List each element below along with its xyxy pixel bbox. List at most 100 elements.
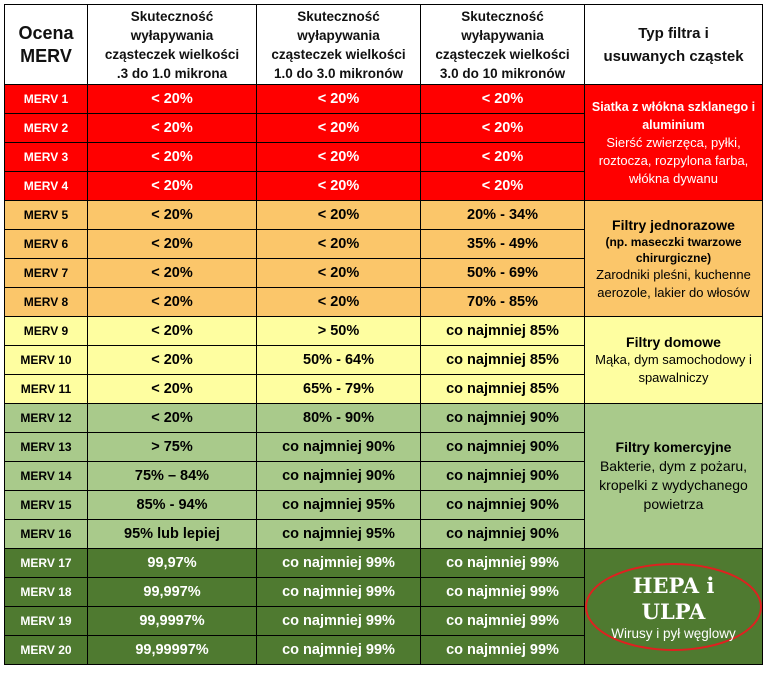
efficiency-cell-e1: 99,9997%	[87, 606, 257, 636]
efficiency-cell-e3: co najmniej 90%	[420, 461, 585, 491]
rating-cell: MERV 15	[4, 490, 88, 520]
header-range-10-30: Skuteczność wyłapywania cząsteczek wielkoś…	[256, 4, 421, 85]
efficiency-cell-e1: < 20%	[87, 171, 257, 201]
rating-cell: MERV 20	[4, 635, 88, 665]
rating-cell: MERV 12	[4, 403, 88, 433]
filter-type-group-5: HEPA i ULPA Wirusy i pył węglowy	[584, 548, 763, 665]
filter-type-group-1: Siatka z włókna szklanego i aluminium Si…	[584, 84, 763, 201]
efficiency-cell-e2: < 20%	[256, 84, 421, 114]
efficiency-cell-e2: < 20%	[256, 200, 421, 230]
header-filter-type: Typ filtra i usuwanych cząstek	[584, 4, 763, 85]
efficiency-cell-e3: < 20%	[420, 142, 585, 172]
filter-type-group-2: Filtry jednorazowe (np. maseczki twarzow…	[584, 200, 763, 317]
efficiency-cell-e2: < 20%	[256, 287, 421, 317]
table-row: MERV 16 95% lub lepiej co najmniej 95% c…	[4, 519, 763, 549]
header-range-03-10: Skuteczność wyłapywania cząsteczek wielkoś…	[87, 4, 257, 85]
header-rating-text: Ocena MERV	[18, 22, 74, 66]
efficiency-cell-e3: 20% - 34%	[420, 200, 585, 230]
efficiency-cell-e3: co najmniej 99%	[420, 577, 585, 607]
filter-type-text: Bakterie, dym z pożaru, kropelki z wydyc…	[599, 458, 748, 512]
header-row: Ocena MERV Skuteczność wyłapywania cząstecz…	[4, 4, 763, 85]
efficiency-cell-e1: < 20%	[87, 287, 257, 317]
rating-cell: MERV 8	[4, 287, 88, 317]
rating-cell: MERV 10	[4, 345, 88, 375]
efficiency-cell-e3: co najmniej 85%	[420, 374, 585, 404]
efficiency-cell-e2: 50% - 64%	[256, 345, 421, 375]
efficiency-cell-e1: < 20%	[87, 229, 257, 259]
table-row: MERV 8 < 20% < 20% 70% - 85%	[4, 287, 763, 317]
table-row: MERV 17 99,97% co najmniej 99% co najmni…	[4, 548, 763, 665]
efficiency-cell-e3: co najmniej 85%	[420, 345, 585, 375]
table-row: MERV 20 99,99997% co najmniej 99% co naj…	[4, 635, 763, 665]
filter-type-title: Siatka z włókna szklanego i aluminium	[591, 99, 756, 132]
filter-type-text: Zarodniki pleśni, kuchenne aerozole, lak…	[596, 266, 751, 300]
header-range-30-10-text: Skuteczność wyłapywania cząsteczek wielkoś…	[435, 8, 570, 81]
efficiency-cell-e3: co najmniej 99%	[420, 635, 585, 665]
efficiency-cell-e3: co najmniej 90%	[420, 519, 585, 549]
rating-cell: MERV 9	[4, 316, 88, 346]
efficiency-cell-e3: co najmniej 90%	[420, 403, 585, 433]
table-row: MERV 1 < 20% < 20% < 20% Siatka z włókna…	[4, 84, 763, 201]
efficiency-cell-e2: < 20%	[256, 171, 421, 201]
efficiency-cell-e1: > 75%	[87, 432, 257, 462]
rating-cell: MERV 19	[4, 606, 88, 636]
rating-cell: MERV 17	[4, 548, 88, 578]
header-rating: Ocena MERV	[4, 4, 88, 85]
efficiency-cell-e3: < 20%	[420, 171, 585, 201]
efficiency-cell-e1: < 20%	[87, 374, 257, 404]
efficiency-cell-e3: 35% - 49%	[420, 229, 585, 259]
rating-cell: MERV 3	[4, 142, 88, 172]
efficiency-cell-e1: 99,99997%	[87, 635, 257, 665]
efficiency-cell-e2: co najmniej 90%	[256, 461, 421, 491]
filter-type-title: Filtry jednorazowe	[612, 216, 735, 233]
efficiency-cell-e1: < 20%	[87, 200, 257, 230]
table-row: MERV 6 < 20% < 20% 35% - 49%	[4, 229, 763, 259]
efficiency-cell-e1: < 20%	[87, 113, 257, 143]
table-row: MERV 9 < 20% > 50% co najmniej 85% Filtr…	[4, 316, 763, 404]
efficiency-cell-e3: co najmniej 99%	[420, 548, 585, 578]
efficiency-cell-e1: 75% – 84%	[87, 461, 257, 491]
header-range-03-10-text: Skuteczność wyłapywania cząsteczek wielkoś…	[104, 8, 240, 81]
efficiency-cell-e2: co najmniej 90%	[256, 432, 421, 462]
header-filter-type-text: Typ filtra i usuwanych cząstek	[603, 24, 744, 65]
efficiency-cell-e1: 99,97%	[87, 548, 257, 578]
table-row: MERV 3 < 20% < 20% < 20%	[4, 142, 763, 172]
efficiency-cell-e2: < 20%	[256, 142, 421, 172]
rating-cell: MERV 18	[4, 577, 88, 607]
table-row: MERV 5 < 20% < 20% 20% - 34% Filtry jedn…	[4, 200, 763, 317]
efficiency-cell-e1: < 20%	[87, 403, 257, 433]
efficiency-cell-e1: < 20%	[87, 345, 257, 375]
efficiency-cell-e2: co najmniej 99%	[256, 635, 421, 665]
efficiency-cell-e3: co najmniej 85%	[420, 316, 585, 346]
filter-type-subtitle: (np. maseczki twarzowe chirurgiczne)	[605, 234, 742, 265]
filter-type-title: Filtry komercyjne	[615, 439, 732, 455]
rating-cell: MERV 11	[4, 374, 88, 404]
efficiency-cell-e2: 65% - 79%	[256, 374, 421, 404]
filter-type-title: Filtry domowe	[626, 334, 721, 350]
efficiency-cell-e3: co najmniej 99%	[420, 606, 585, 636]
efficiency-cell-e3: < 20%	[420, 113, 585, 143]
table-row: MERV 11 < 20% 65% - 79% co najmniej 85%	[4, 374, 763, 404]
header-range-10-30-text: Skuteczność wyłapywania cząsteczek wielkoś…	[271, 8, 406, 81]
table-row: MERV 10 < 20% 50% - 64% co najmniej 85%	[4, 345, 763, 375]
rating-cell: MERV 6	[4, 229, 88, 259]
rating-cell: MERV 4	[4, 171, 88, 201]
efficiency-cell-e2: co najmniej 99%	[256, 548, 421, 578]
efficiency-cell-e1: < 20%	[87, 142, 257, 172]
efficiency-cell-e1: 95% lub lepiej	[87, 519, 257, 549]
rating-cell: MERV 5	[4, 200, 88, 230]
efficiency-cell-e2: 80% - 90%	[256, 403, 421, 433]
efficiency-cell-e3: co najmniej 90%	[420, 432, 585, 462]
merv-table: Ocena MERV Skuteczność wyłapywania cząstecz…	[4, 4, 763, 665]
header-range-30-10: Skuteczność wyłapywania cząsteczek wielkoś…	[420, 4, 585, 85]
efficiency-cell-e2: < 20%	[256, 258, 421, 288]
rating-cell: MERV 13	[4, 432, 88, 462]
efficiency-cell-e2: co najmniej 99%	[256, 606, 421, 636]
efficiency-cell-e1: 85% - 94%	[87, 490, 257, 520]
rating-cell: MERV 2	[4, 113, 88, 143]
filter-type-group-4: Filtry komercyjne Bakterie, dym z pożaru…	[584, 403, 763, 549]
efficiency-cell-e1: < 20%	[87, 316, 257, 346]
efficiency-cell-e2: co najmniej 99%	[256, 577, 421, 607]
hepa-highlight-oval: HEPA i ULPA Wirusy i pył węglowy	[585, 562, 762, 651]
table-row: MERV 13 > 75% co najmniej 90% co najmnie…	[4, 432, 763, 462]
